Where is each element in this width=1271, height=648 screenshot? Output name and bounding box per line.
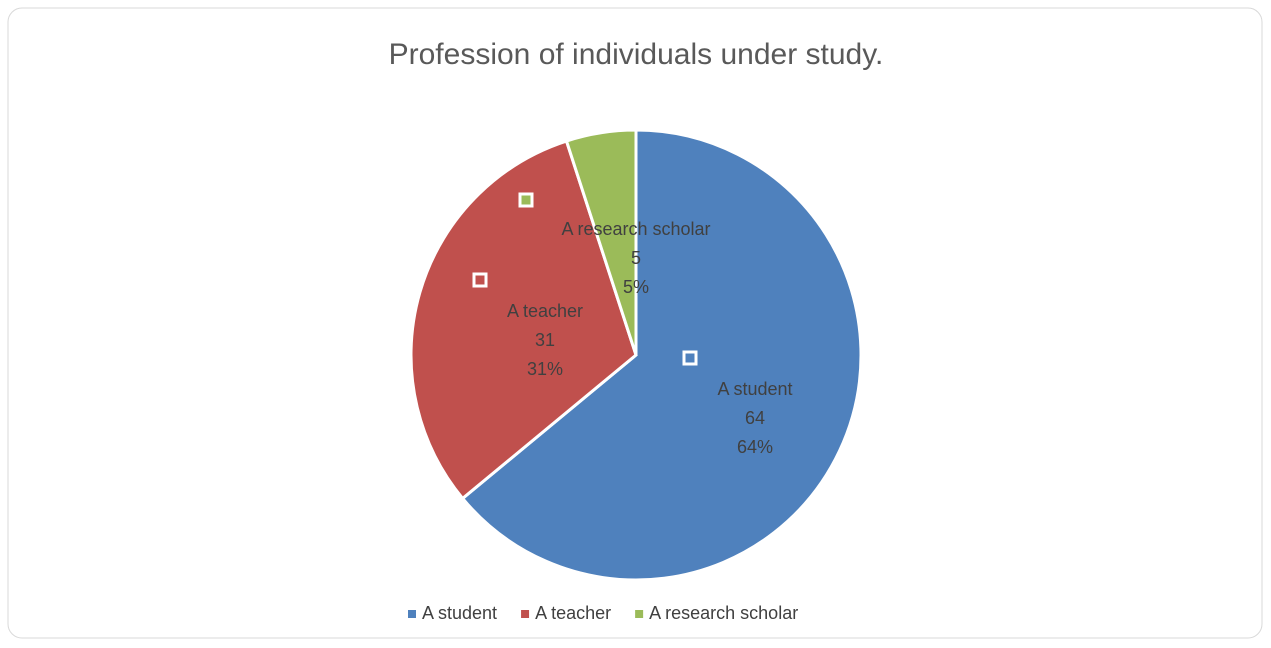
label-marker — [518, 192, 534, 208]
data-label-name: A teacher — [507, 301, 583, 321]
data-label-name: A student — [717, 379, 792, 399]
legend-swatch — [635, 610, 644, 618]
data-labels: A student 64 64% A teacher 31 31% A research s… — [472, 192, 793, 457]
pie-slice — [409, 139, 638, 501]
data-label-name: A research scholar — [561, 219, 710, 239]
legend-label: A research scholar — [649, 603, 798, 623]
legend-item: A research scholar — [635, 603, 798, 623]
data-label-value: 5 — [631, 248, 641, 268]
pie-slice — [460, 128, 863, 582]
pie — [409, 128, 863, 582]
legend-label: A teacher — [535, 603, 611, 623]
legend-item: A teacher — [521, 603, 611, 623]
legend-swatch — [521, 610, 530, 618]
legend-swatch — [408, 610, 416, 618]
legend-item: A student — [408, 603, 497, 623]
label-marker — [472, 272, 488, 288]
legend: A student A teacher A research scholar — [408, 603, 798, 623]
label-marker — [682, 350, 698, 366]
legend-label: A student — [422, 603, 497, 623]
pie-slice — [564, 128, 638, 356]
data-label-percent: 64% — [737, 437, 773, 457]
data-label-value: 31 — [535, 330, 555, 350]
data-label-value: 64 — [745, 408, 765, 428]
chart-title: Profession of individuals under study. — [389, 38, 884, 71]
data-label-percent: 31% — [527, 359, 563, 379]
data-label-percent: 5% — [623, 277, 649, 297]
